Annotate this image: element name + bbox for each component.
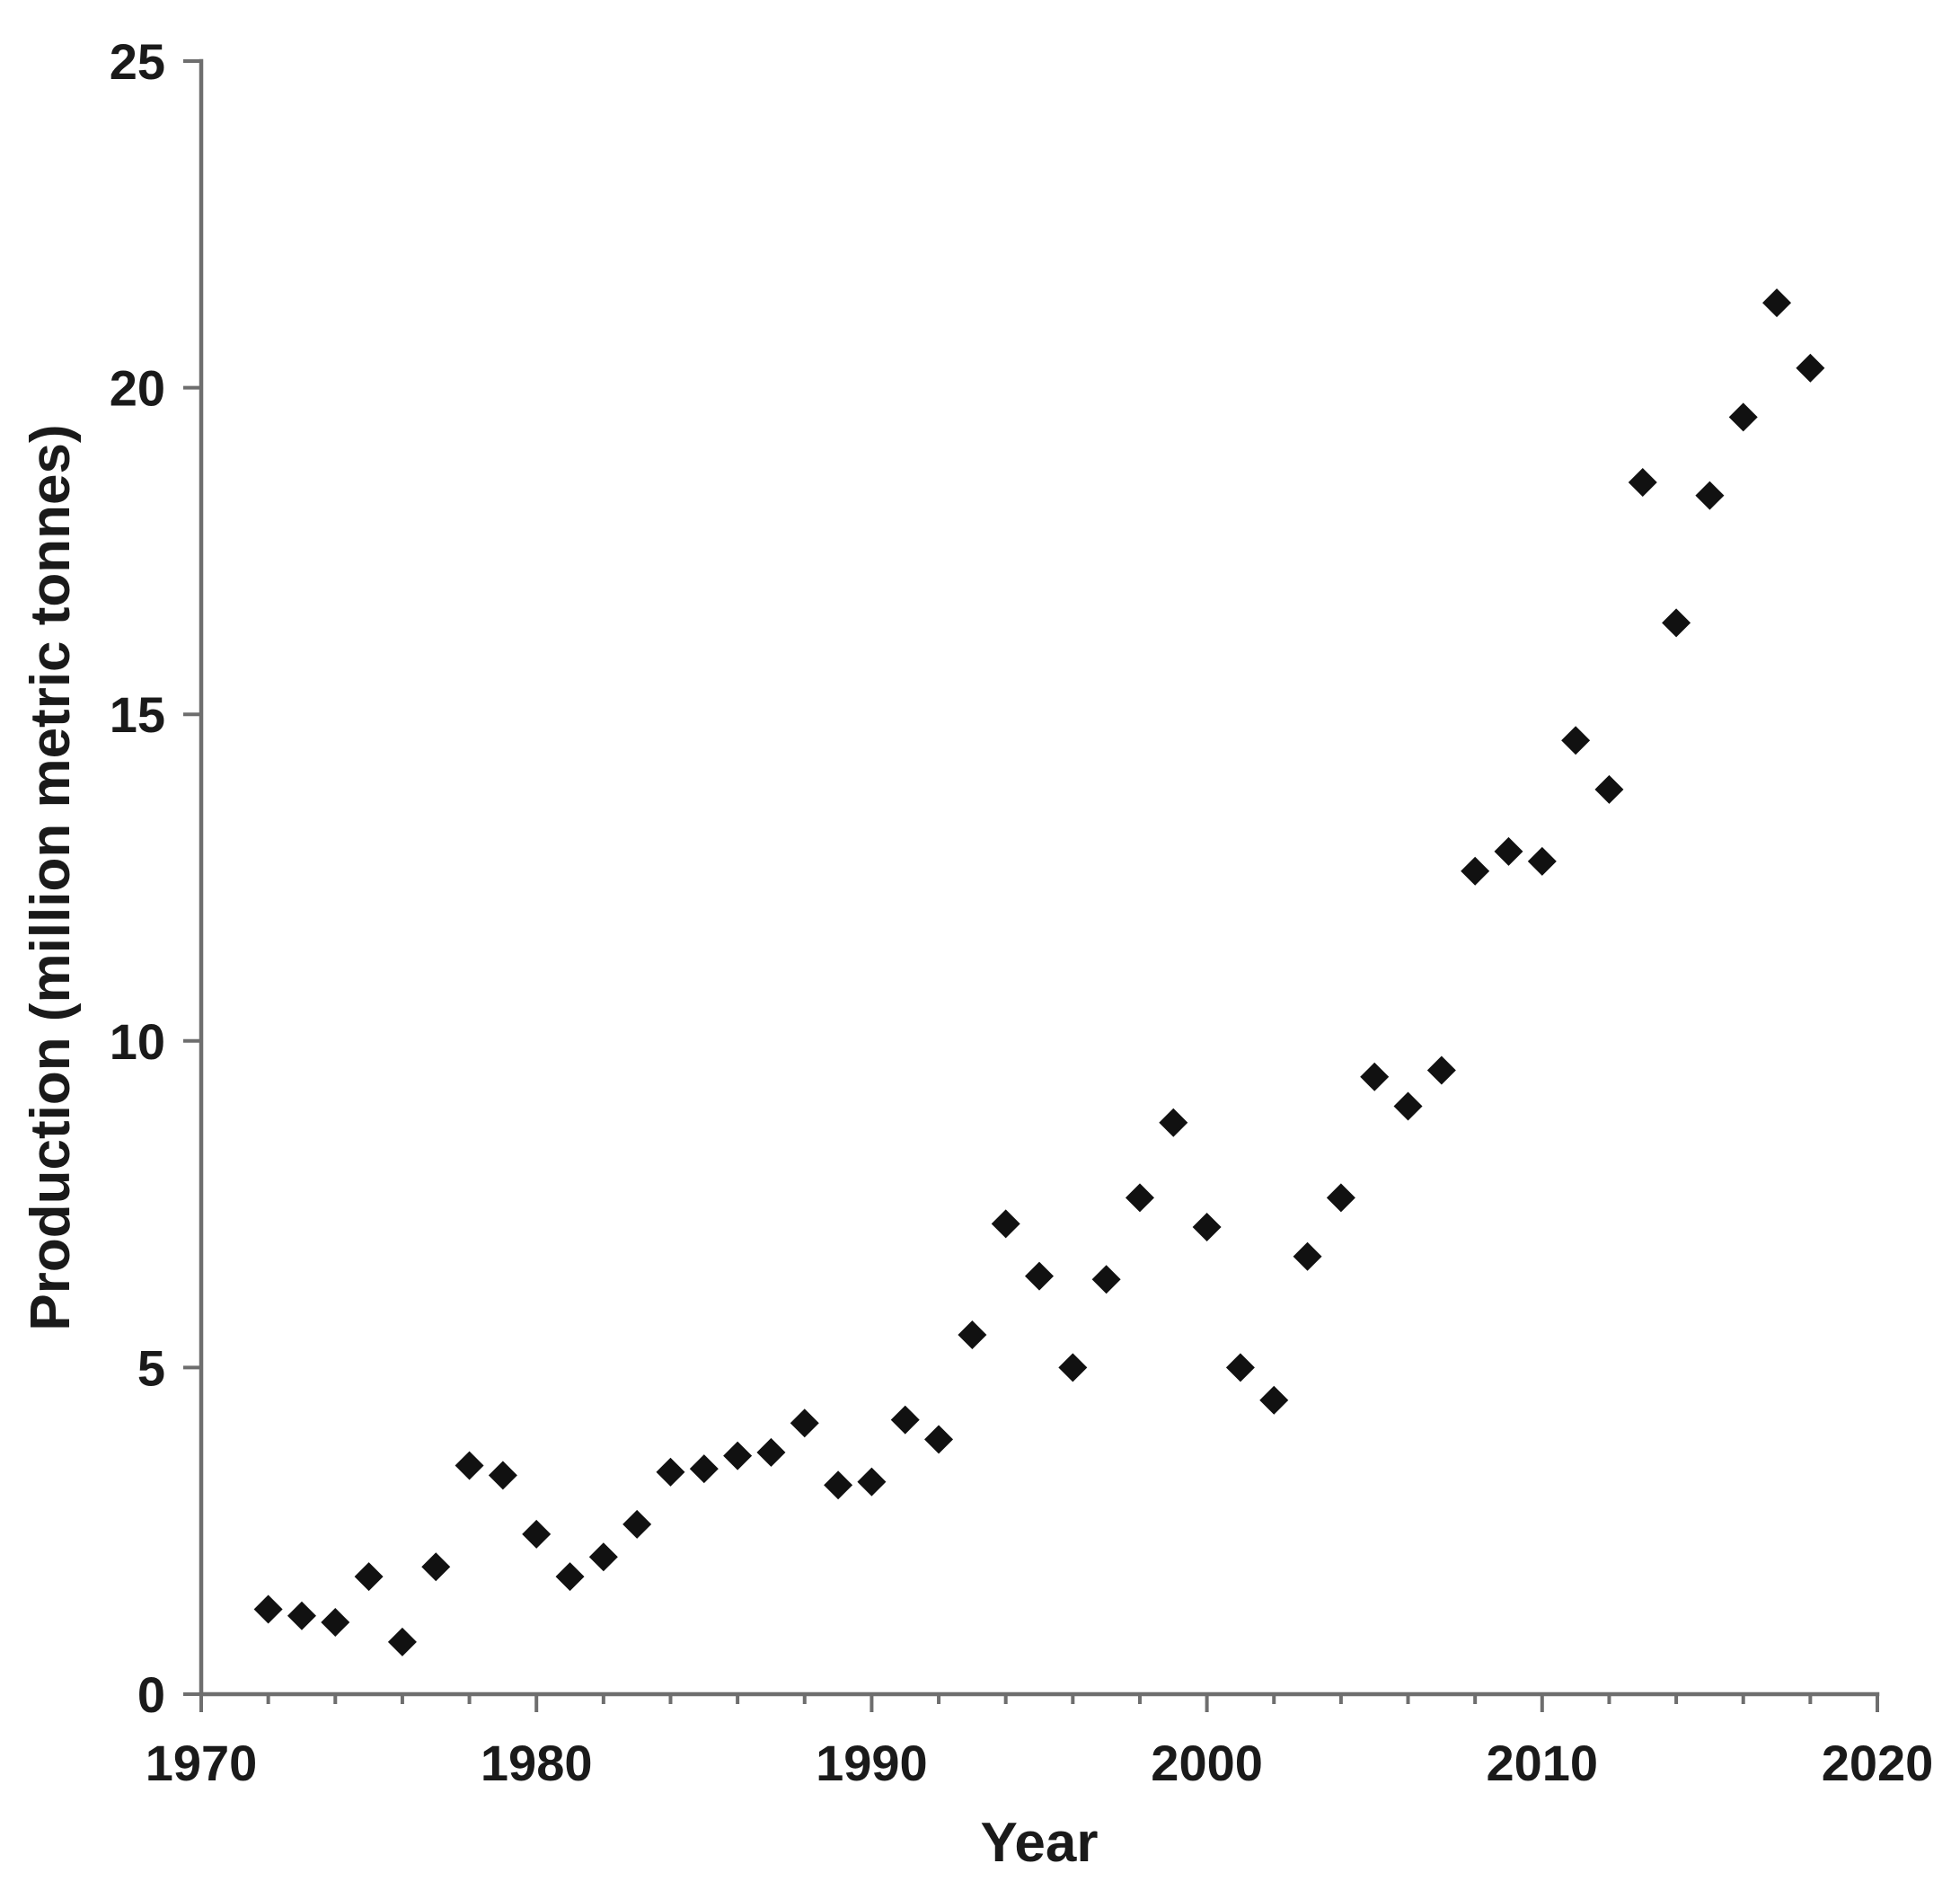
y-tick-label: 20 [110, 360, 165, 417]
data-point [253, 1594, 283, 1624]
data-point [1058, 1353, 1088, 1382]
data-point [287, 1601, 316, 1630]
data-point [622, 1509, 652, 1539]
x-tick-label: 1980 [481, 1735, 593, 1791]
data-point [387, 1627, 417, 1656]
data-point [857, 1467, 887, 1497]
y-axis-title: Production (million metric tonnes) [20, 424, 82, 1330]
y-axis: 0 5 10 15 20 25 [110, 33, 204, 1723]
data-point [1293, 1241, 1322, 1271]
data-point [1762, 288, 1792, 318]
data-point [656, 1457, 685, 1487]
data-point [321, 1608, 350, 1638]
x-axis-title: Year [980, 1812, 1098, 1874]
data-point [1594, 774, 1624, 804]
data-point [1695, 481, 1725, 510]
data-point [1461, 856, 1490, 886]
data-point [488, 1461, 517, 1490]
data-point [1393, 1091, 1423, 1121]
data-point [991, 1209, 1020, 1239]
data-point [354, 1562, 384, 1592]
data-points [253, 288, 1825, 1656]
data-point [756, 1437, 786, 1467]
data-point [522, 1519, 552, 1549]
data-point [1426, 1055, 1456, 1085]
data-point [1326, 1183, 1355, 1213]
data-point [890, 1405, 920, 1435]
data-point [1025, 1261, 1054, 1291]
y-tick-label: 10 [110, 1013, 165, 1070]
data-point [588, 1542, 618, 1572]
data-point [421, 1552, 451, 1582]
data-point [924, 1425, 954, 1454]
data-point [1259, 1385, 1289, 1415]
data-point [790, 1409, 819, 1438]
x-tick-label: 2010 [1487, 1735, 1599, 1791]
x-tick-label: 2000 [1151, 1735, 1263, 1791]
data-point [1091, 1265, 1121, 1294]
data-point [1192, 1213, 1222, 1242]
data-point [958, 1320, 987, 1350]
data-point [1728, 402, 1758, 432]
data-point [1225, 1353, 1255, 1382]
data-point [1159, 1108, 1188, 1137]
data-point [1494, 836, 1523, 866]
data-point [1561, 726, 1591, 755]
data-point [555, 1562, 585, 1592]
data-point [1628, 468, 1657, 498]
x-tick-label: 1970 [146, 1735, 258, 1791]
x-tick-label: 2020 [1822, 1735, 1934, 1791]
data-point [1527, 846, 1557, 876]
x-axis: 1970 1980 1990 2000 2010 2020 [146, 1691, 1934, 1791]
data-point [1662, 608, 1691, 638]
data-point [1796, 353, 1825, 383]
data-point [455, 1451, 484, 1480]
y-tick-label: 5 [137, 1339, 165, 1396]
data-point [689, 1454, 719, 1484]
y-tick-label: 25 [110, 33, 165, 90]
data-point [723, 1441, 753, 1470]
data-point [1360, 1062, 1390, 1091]
data-point [824, 1470, 853, 1500]
data-point [1125, 1183, 1154, 1213]
y-tick-label: 15 [110, 686, 165, 743]
y-tick-label: 0 [137, 1666, 165, 1723]
x-tick-label: 1990 [816, 1735, 928, 1791]
